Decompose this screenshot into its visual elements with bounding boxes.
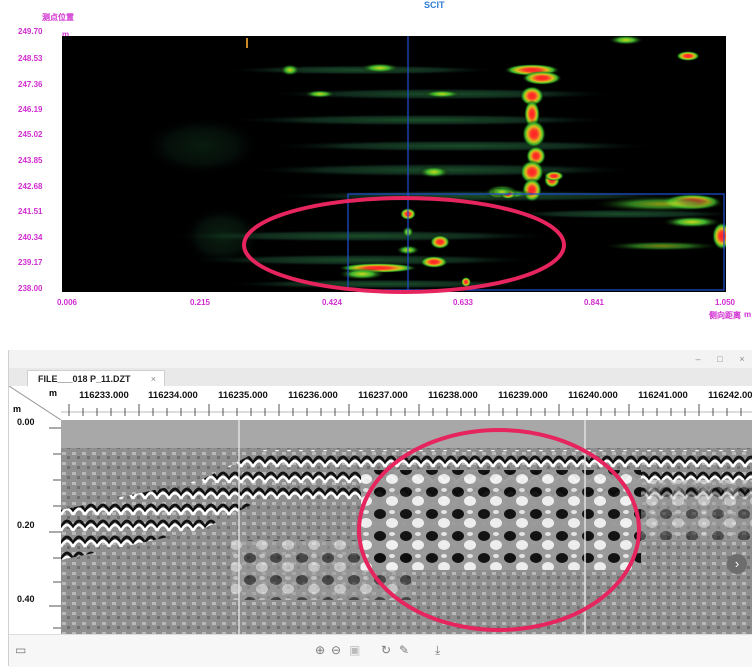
fit-icon[interactable]: ▣ [349,643,361,657]
x-tick-label: 116240.000 [568,390,618,401]
window-controls: – □ × [687,352,752,366]
x-tick-label: 1.050 [714,298,736,307]
x-tick-label: 116241.000 [638,390,688,401]
y-tick-label: 240.34 [18,233,43,242]
maximize-icon[interactable]: □ [717,354,723,364]
x-tick-label: 116234.000 [148,390,198,401]
minimize-icon[interactable]: – [695,354,701,364]
gpr-viewer-window: – □ × FILE___018 P_11.DZT × m m 116233.0… [8,350,752,667]
y-tick-label: 248.53 [18,54,43,63]
x-tick-label: 0.215 [189,298,211,307]
y-tick-label: 246.19 [18,105,43,114]
x-tick-label: 0.633 [452,298,474,307]
y-tick-label: 249.70 [18,27,43,36]
viewer-toolbar: ▭ ⊕ ⊖ ▣ ↻ ✎ ⤓ [9,634,752,667]
y-axis-unit: m [62,30,70,39]
y-tick-label: 241.51 [18,207,43,216]
y-tick-label: 238.00 [18,284,43,293]
y-tick-label: 245.02 [18,130,43,139]
x-axis-unit: m [744,310,752,319]
y-tick-label: 0.00 [17,417,35,427]
rotate-icon[interactable]: ↻ [381,643,392,657]
x-tick-label: 0.424 [321,298,343,307]
close-icon[interactable]: × [739,354,745,364]
x-tick-label: 116239.000 [498,390,548,401]
y-tick-label: 243.85 [18,156,43,165]
x-tick-label: 0.841 [583,298,605,307]
tab-strip: FILE___018 P_11.DZT × [9,368,752,387]
separator [0,320,752,350]
x-tick-label: 116242.000 [708,390,752,401]
x-tick-label: 116235.000 [218,390,268,401]
x-tick-label: 116237.000 [358,390,408,401]
x-axis-title: 侧向距离 [709,311,741,320]
vertical-ruler: 0.00 0.20 0.40 [9,417,62,634]
x-tick-label: 0.006 [56,298,78,307]
scit-panel: SCIT 测点位置 m 249.70 248.53 247.36 246.19 … [0,0,752,320]
horizontal-ruler: 116233.000 116234.000 116235.000 116236.… [61,386,752,421]
pencil-icon[interactable]: ✎ [399,643,410,657]
radargram-canvas[interactable]: › [61,420,752,634]
zoom-in-icon[interactable]: ⊕ [315,643,326,657]
tab-label: FILE___018 P_11.DZT [38,374,131,384]
tab-close-icon[interactable]: × [150,374,156,384]
chevron-right-icon[interactable]: › [727,554,747,574]
y-tick-label: 0.20 [17,520,35,530]
ruler-corner: m m [9,386,62,421]
y-unit-label: m [13,404,22,414]
panel-icon[interactable]: ▭ [15,643,27,657]
x-tick-label: 116236.000 [288,390,338,401]
chart-title: SCIT [424,0,445,10]
x-unit-label: m [48,388,57,398]
download-icon[interactable]: ⤓ [435,643,441,657]
x-tick-label: 116238.000 [428,390,478,401]
y-axis-title: 测点位置 [42,13,74,22]
tab-file[interactable]: FILE___018 P_11.DZT × [27,370,165,386]
y-tick-label: 247.36 [18,80,43,89]
heatmap-plot[interactable] [62,36,726,292]
x-tick-label: 116233.000 [79,390,129,401]
y-tick-label: 239.17 [18,258,43,267]
y-tick-label: 0.40 [17,594,35,604]
y-tick-label: 242.68 [18,182,43,191]
zoom-out-icon[interactable]: ⊖ [331,643,342,657]
